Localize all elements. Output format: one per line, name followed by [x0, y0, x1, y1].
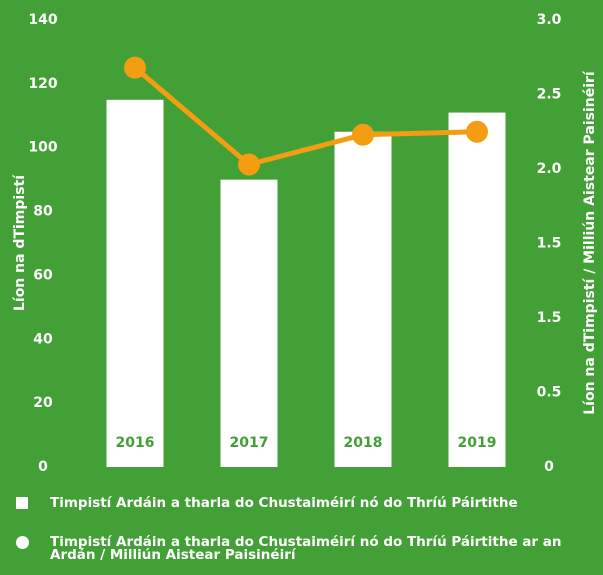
y-tick-label: 100	[28, 140, 57, 156]
y2-tick-label: 2.5	[537, 87, 562, 103]
y2-tick-label: 1.5	[537, 310, 562, 326]
bar	[334, 131, 392, 467]
y2-tick-label: 1.5	[537, 236, 562, 252]
x-tick-label: 2019	[458, 435, 497, 451]
y-tick-label: 0	[38, 459, 48, 475]
y-tick-label: 60	[33, 267, 53, 283]
legend-circle	[16, 536, 29, 549]
chart: Líon na dTimpistí Líon na dTimpistí / Mi…	[12, 12, 598, 475]
y-tick-label: 120	[28, 76, 57, 92]
line	[133, 65, 478, 168]
y2-tick-label: 0.5	[537, 385, 562, 401]
y2-axis-label: Líon na dTimpistí / Milliún Aistear Pais…	[582, 70, 598, 415]
line-point	[124, 56, 146, 79]
legend-square	[16, 497, 28, 509]
y-tick-label: 140	[28, 12, 57, 28]
line-point	[352, 123, 374, 146]
x-tick-label: 2018	[344, 435, 383, 451]
y-tick-label: 80	[33, 204, 53, 220]
bar	[220, 179, 278, 467]
y2-tick-label: 2.0	[537, 161, 562, 177]
legend-entry: Timpistí Ardáin a tharla do Chustaiméirí…	[50, 495, 518, 511]
line-point	[238, 153, 260, 176]
legend-entry: Timpistí Ardáin a tharla do Chustaiméirí…	[50, 534, 562, 563]
bar	[448, 112, 506, 467]
y-tick-label: 40	[33, 331, 53, 347]
bar	[106, 99, 164, 468]
x-tick-label: 2016	[116, 435, 155, 451]
y-axis-label: Líon na dTimpistí	[12, 174, 28, 311]
y2-tick-label: 0	[544, 459, 554, 475]
x-tick-label: 2017	[230, 435, 269, 451]
y2-tick-label: 3.0	[537, 12, 562, 28]
line-point	[466, 120, 488, 143]
y-tick-label: 20	[33, 395, 53, 411]
